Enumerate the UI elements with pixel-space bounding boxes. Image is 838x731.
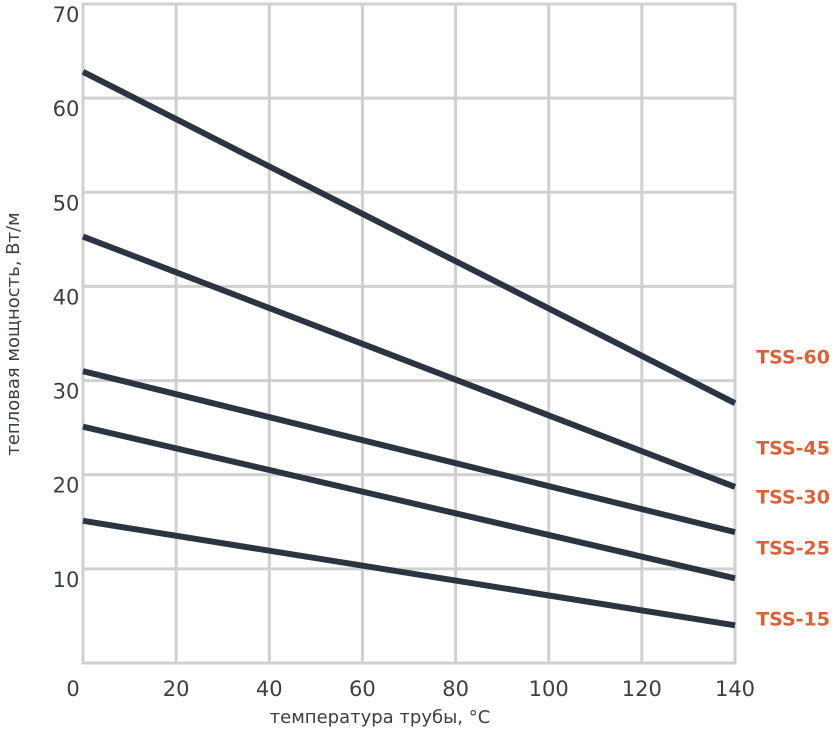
x-tick-label: 20 bbox=[163, 677, 190, 701]
series-line bbox=[82, 517, 736, 629]
y-tick-label: 20 bbox=[53, 474, 80, 498]
series-line bbox=[81, 233, 737, 490]
legend-label: TSS-60 bbox=[756, 347, 830, 369]
plot-area bbox=[81, 2, 737, 665]
x-tick-label: 40 bbox=[256, 677, 283, 701]
x-tick-label: 80 bbox=[442, 677, 469, 701]
series-line bbox=[81, 69, 737, 406]
y-tick-label: 30 bbox=[53, 380, 80, 404]
legend-label: TSS-45 bbox=[756, 438, 830, 460]
x-tick-label: 60 bbox=[349, 677, 376, 701]
x-tick-label: 100 bbox=[529, 677, 569, 701]
y-tick-label: 60 bbox=[53, 97, 80, 121]
series-line bbox=[82, 368, 736, 536]
series-line bbox=[82, 423, 736, 582]
x-axis-label: температура трубы, °C bbox=[270, 707, 491, 728]
legend-label: TSS-30 bbox=[756, 487, 830, 509]
legend-label: TSS-25 bbox=[756, 538, 830, 560]
legend-label: TSS-15 bbox=[756, 609, 830, 631]
x-tick-label: 140 bbox=[715, 677, 755, 701]
y-tick-label: 10 bbox=[53, 568, 80, 592]
y-tick-label: 70 bbox=[53, 3, 80, 27]
y-tick-label: 40 bbox=[53, 285, 80, 309]
x-tick-label: 0 bbox=[66, 677, 79, 701]
y-tick-label: 50 bbox=[53, 191, 80, 215]
y-axis-label: тепловая мощность, Вт/м bbox=[3, 212, 24, 455]
x-tick-label: 120 bbox=[622, 677, 662, 701]
